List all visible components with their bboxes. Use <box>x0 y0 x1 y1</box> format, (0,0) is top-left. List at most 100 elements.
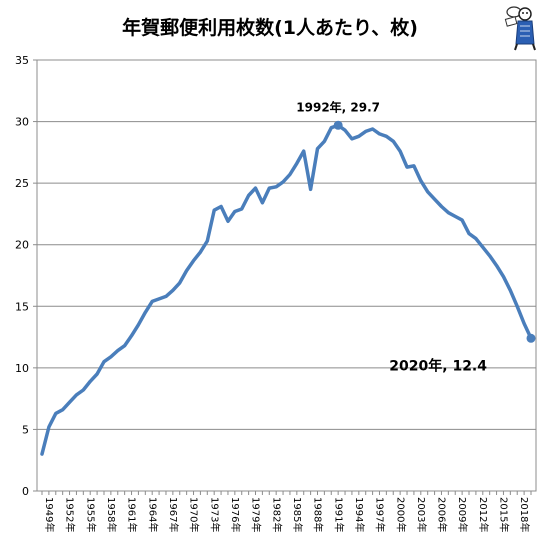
data-point <box>130 334 133 337</box>
data-point <box>226 220 229 223</box>
data-point <box>419 179 422 182</box>
x-tick-label: 1955年 <box>84 497 97 532</box>
x-tick-label: 1991年 <box>332 497 345 532</box>
data-point <box>75 393 78 396</box>
data-point <box>116 349 119 352</box>
x-tick-label: 1958年 <box>105 497 118 532</box>
x-tick-label: 2015年 <box>498 497 511 532</box>
data-point <box>254 186 257 189</box>
data-point <box>502 275 505 278</box>
data-point <box>467 232 470 235</box>
data-point <box>123 344 126 347</box>
x-axis-ticks: 1949年 1952年 1955年 1958年 1961年 1964年 1967年 1970年… <box>43 497 531 532</box>
data-point <box>213 209 216 212</box>
data-point <box>281 180 284 183</box>
data-point <box>261 201 264 204</box>
annotated-point <box>333 120 343 130</box>
data-point <box>461 218 464 221</box>
data-point <box>275 185 278 188</box>
data-point <box>412 164 415 167</box>
plot-area-border <box>36 59 537 492</box>
data-point <box>240 207 243 210</box>
data-point <box>316 147 319 150</box>
data-point <box>40 452 43 455</box>
data-point <box>364 130 367 133</box>
data-point <box>47 425 50 428</box>
x-tick-label: 1949年 <box>43 497 56 532</box>
data-point <box>102 360 105 363</box>
data-point <box>323 140 326 143</box>
data-point <box>343 129 346 132</box>
gridlines <box>37 59 536 430</box>
data-point <box>247 194 250 197</box>
x-tick-label: 1982年 <box>270 497 283 532</box>
data-point <box>440 205 443 208</box>
y-tick-label: 35 <box>15 54 29 67</box>
data-point <box>192 259 195 262</box>
y-tick-label: 5 <box>22 423 29 436</box>
x-tick-label: 2000年 <box>394 497 407 532</box>
data-point <box>523 322 526 325</box>
data-point <box>144 311 147 314</box>
data-point <box>426 190 429 193</box>
data-point <box>447 211 450 214</box>
data-point <box>392 140 395 143</box>
data-point <box>82 388 85 391</box>
x-tick-label: 1970年 <box>188 497 201 532</box>
mascot-icon <box>504 6 536 51</box>
data-point <box>495 264 498 267</box>
axes <box>33 59 537 495</box>
x-tick-label: 1967年 <box>167 497 180 532</box>
y-axis-ticks: 0 5 10 15 20 25 30 35 <box>15 54 29 498</box>
data-point <box>509 289 512 292</box>
x-tick-label: 1964年 <box>146 497 159 532</box>
data-point <box>109 355 112 358</box>
data-point <box>405 166 408 169</box>
data-point <box>302 150 305 153</box>
data-point <box>350 137 353 140</box>
data-point <box>371 127 374 130</box>
x-tick-label: 1988年 <box>312 497 325 532</box>
data-point <box>288 173 291 176</box>
x-tick-label: 1994年 <box>353 497 366 532</box>
y-tick-label: 15 <box>15 300 29 313</box>
data-point <box>309 188 312 191</box>
chart-title: 年賀郵便利用枚数(1人あたり、枚) <box>122 16 418 39</box>
data-point <box>357 135 360 138</box>
data-point <box>295 162 298 165</box>
data-point <box>378 132 381 135</box>
data-point <box>268 186 271 189</box>
annotation-label: 1992年, 29.7 <box>296 99 380 114</box>
x-tick-label: 2006年 <box>436 497 449 532</box>
series-layer <box>40 123 533 456</box>
data-point <box>399 150 402 153</box>
data-point <box>137 323 140 326</box>
data-point <box>330 126 333 129</box>
data-point <box>433 198 436 201</box>
y-tick-label: 0 <box>22 485 29 498</box>
annotations: 1992年, 29.7 2020年, 12.4 <box>296 99 536 374</box>
data-point <box>454 215 457 218</box>
data-point <box>164 295 167 298</box>
data-point <box>95 372 98 375</box>
data-point <box>199 251 202 254</box>
data-point <box>233 210 236 213</box>
data-point <box>151 300 154 303</box>
data-point <box>89 380 92 383</box>
data-point <box>185 269 188 272</box>
data-point <box>68 401 71 404</box>
x-tick-label: 2012年 <box>477 497 490 532</box>
data-point <box>219 205 222 208</box>
data-point <box>385 135 388 138</box>
x-tick-label: 1973年 <box>208 497 221 532</box>
series-line <box>40 123 533 456</box>
y-tick-label: 30 <box>15 116 29 129</box>
x-tick-label: 1979年 <box>250 497 263 532</box>
data-point <box>481 246 484 249</box>
data-point <box>157 297 160 300</box>
data-point <box>516 305 519 308</box>
data-point <box>488 254 491 257</box>
x-tick-label: 1961年 <box>126 497 139 532</box>
x-tick-label: 2018年 <box>518 497 531 532</box>
data-point <box>61 408 64 411</box>
